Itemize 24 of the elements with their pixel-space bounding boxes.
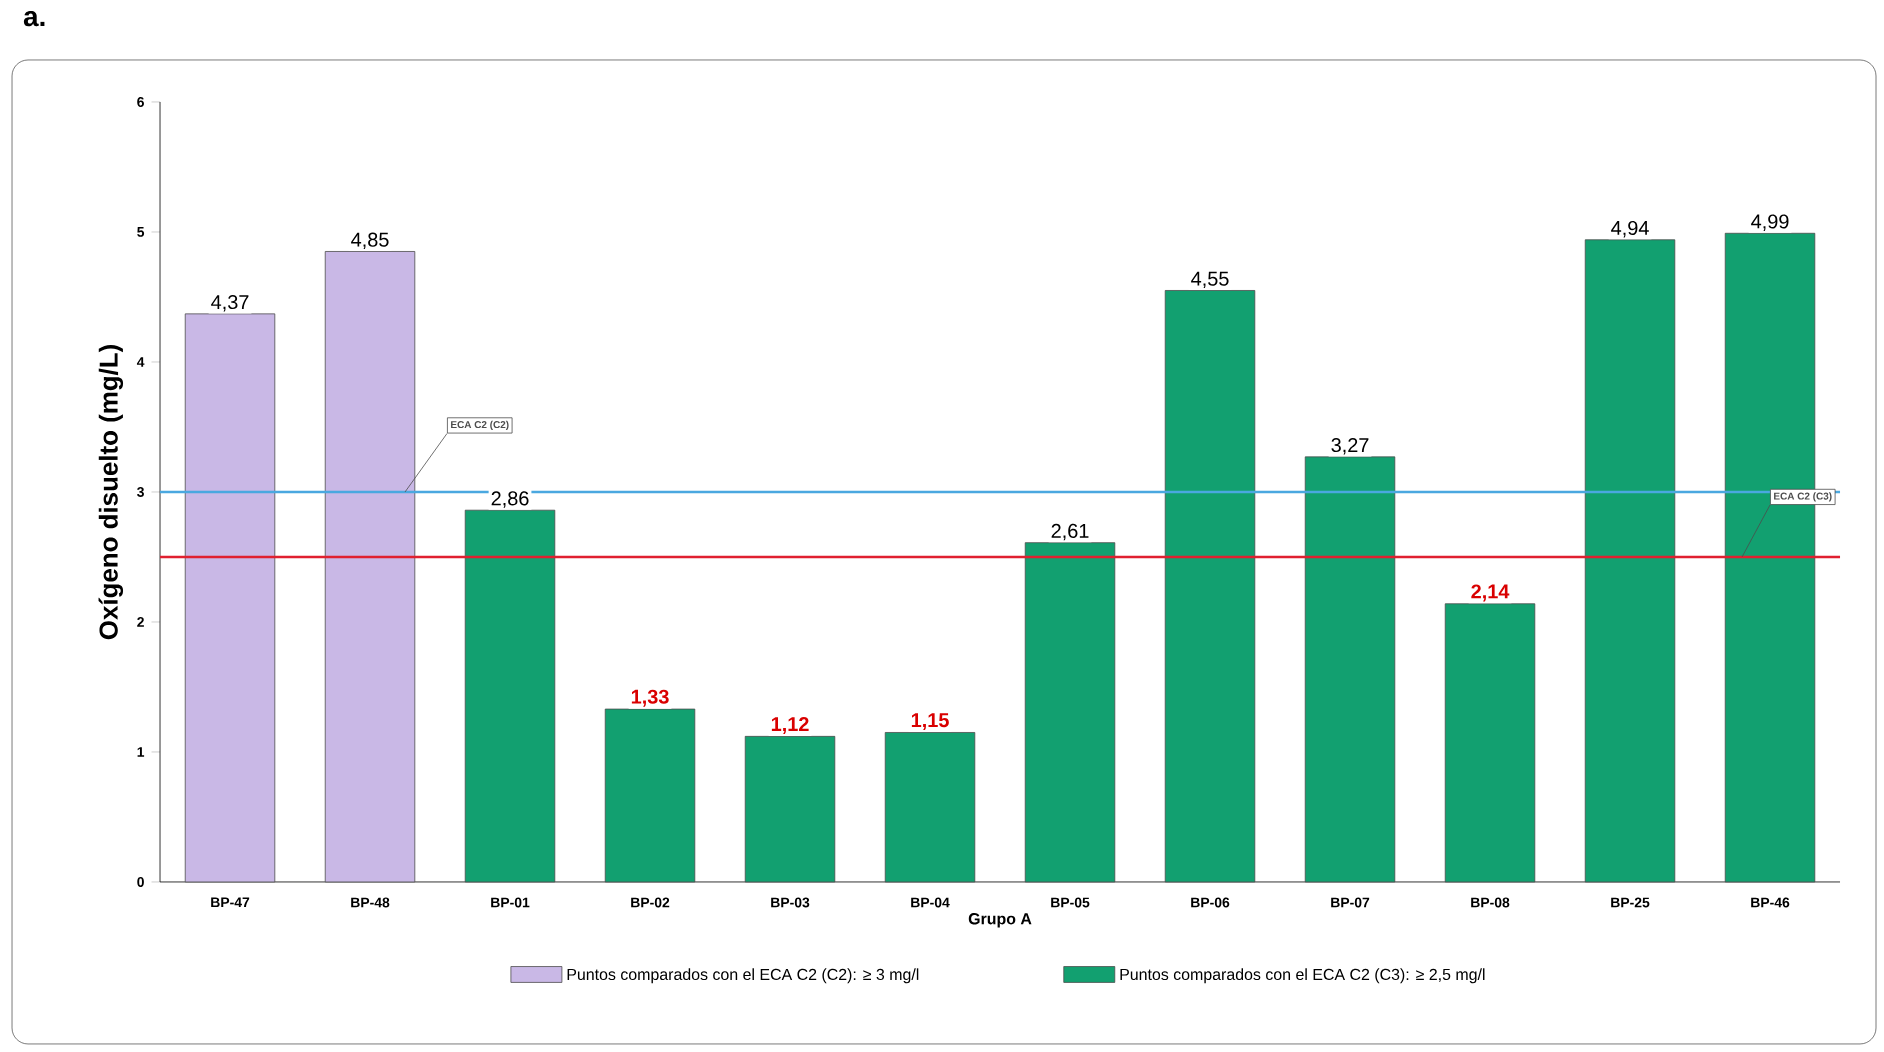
- data-label: 4,94: [1611, 220, 1649, 238]
- bar: [744, 735, 836, 883]
- bar: [604, 708, 696, 883]
- chart-title: a.: [23, 11, 45, 27]
- bar: [1024, 542, 1116, 883]
- y-axis-title: Oxígeno disuelto (mg/L): [98, 345, 124, 640]
- data-label: 2,14: [1471, 584, 1510, 602]
- bar: [1444, 603, 1536, 883]
- bar: [1304, 456, 1396, 883]
- data-label: 4,85: [351, 232, 389, 250]
- bar: [884, 732, 976, 883]
- bar: [464, 509, 556, 883]
- data-label: 4,99: [1751, 214, 1789, 231]
- bar: [184, 313, 276, 883]
- data-label: 1,12: [771, 716, 809, 734]
- data-label: 4,55: [1191, 271, 1229, 289]
- data-label: 1,33: [631, 689, 669, 707]
- bar: [1584, 239, 1676, 883]
- bar: [1164, 290, 1256, 883]
- data-label: 4,37: [211, 295, 249, 312]
- data-label: 1,15: [911, 713, 949, 731]
- data-label: 2,86: [491, 491, 529, 508]
- data-label: 2,61: [1051, 523, 1089, 541]
- data-label: 3,27: [1331, 438, 1369, 455]
